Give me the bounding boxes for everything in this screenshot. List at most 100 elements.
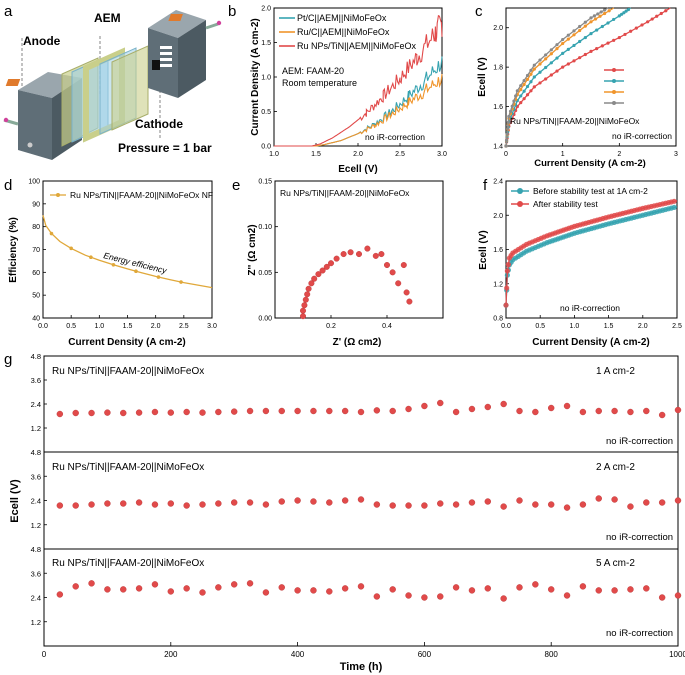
legend-f: Before stability test at 1A cm-2 After s…: [511, 186, 648, 209]
series-point-c-0: [646, 20, 650, 24]
scatter-point-g-2: [199, 589, 206, 596]
scatter-point-g-0: [151, 408, 159, 416]
x-tick-label-c: 3: [674, 151, 678, 158]
series-point-c-2: [589, 20, 593, 24]
label-g-2: Ru NPs/TiN||FAAM-20||NiMoFeOx: [52, 462, 204, 473]
scatter-point-g-2: [373, 593, 381, 600]
scatter-point-e: [372, 252, 379, 259]
legend-label-runps: Ru NPs/TiN||AEM||NiMoFeOx: [297, 41, 417, 51]
panel-letter-e: e: [232, 177, 240, 194]
y-tick-label-c: 2.0: [493, 25, 503, 32]
scatter-point-g-0: [595, 407, 602, 415]
scatter-point-e: [389, 269, 396, 276]
scatter-point-g-1: [167, 500, 175, 507]
xlabel-e: Z' (Ω cm2): [333, 337, 382, 348]
scatter-point-g-0: [56, 410, 64, 418]
series-point-c-0: [623, 32, 627, 37]
scatter-point-e: [311, 275, 318, 282]
scatter-point-g-2: [72, 583, 79, 590]
series-line-f-1: [505, 200, 678, 306]
scatter-point-e: [364, 245, 371, 252]
scatter-point-g-2: [294, 587, 301, 594]
series-line-b-1: [274, 73, 443, 147]
scatter-point-g-2: [484, 585, 491, 592]
x-tick-label-e: 0.2: [326, 323, 336, 330]
series-point-c-2: [525, 77, 530, 81]
series-point-c-3: [596, 12, 600, 16]
y-tick-label-e: 0.15: [258, 179, 272, 186]
scatter-point-g-0: [484, 403, 491, 411]
series-point-c-3: [515, 89, 519, 93]
y-tick-label-f: 2.4: [493, 179, 503, 186]
scatter-point-e: [304, 291, 311, 298]
scatter-point-g-2: [548, 586, 555, 593]
scatter-point-g-2: [421, 594, 428, 601]
scatter-point-g-2: [468, 587, 476, 594]
series-point-c-0: [561, 65, 565, 69]
scatter-point-g-0: [341, 407, 349, 415]
series-point-c-3: [505, 132, 509, 136]
scatter-point-e: [308, 280, 315, 287]
x-tick-label-b: 2.0: [353, 151, 363, 158]
scatter-point-g-1: [151, 501, 159, 508]
y-tick-label-g-2: 1.2: [31, 618, 41, 627]
scatter-point-g-0: [563, 402, 571, 410]
series-point-c-1: [572, 43, 576, 48]
y-tick-label-g-1: 3.6: [31, 472, 41, 481]
correction-f: no iR-correction: [560, 303, 620, 313]
axis-ticks-b: 1.0 1.5 2.0 2.5 3.0 0.0 0.5 1.0 1.5 2.0: [261, 6, 447, 159]
series-point-c-0: [600, 44, 604, 48]
series-line-b-2: [274, 14, 443, 147]
scatter-point-g-0: [230, 408, 238, 415]
scatter-point-g-2: [88, 580, 95, 587]
y-tick-label-c: 1.6: [493, 104, 503, 111]
scatter-point-g-2: [278, 584, 285, 591]
panel-letter-d: d: [4, 177, 12, 194]
scatter-point-g-2: [437, 593, 444, 600]
series-point-c-0: [659, 11, 663, 16]
y-tick-label-f: 1.2: [493, 281, 503, 288]
scatter-point-e: [403, 289, 410, 296]
scatter-point-g-2: [405, 592, 412, 599]
panel-letter-f: f: [483, 177, 488, 194]
x-tick-label-c: 1: [561, 151, 565, 158]
scatter-point-g-1: [373, 501, 381, 508]
scatter-point-e: [384, 262, 391, 269]
y-tick-label-g-2: 4.8: [31, 545, 41, 554]
series-point-c-0: [519, 101, 523, 105]
scatter-point-g-1: [246, 499, 254, 506]
y-tick-label-c: 1.4: [493, 144, 503, 151]
series-point-c-0: [525, 93, 530, 97]
x-tick-label-g: 1000: [669, 650, 685, 659]
series-point-c-3: [549, 48, 553, 52]
scatter-point-g-2: [500, 595, 507, 602]
scatter-point-g-2: [120, 586, 127, 593]
series-point-d: [179, 280, 183, 284]
scatter-point-g-0: [674, 406, 682, 414]
series-point-f-0: [671, 204, 677, 211]
y-tick-label-b: 2.0: [261, 6, 271, 13]
legend-marker-c-orange: [612, 90, 616, 94]
scatter-point-g-2: [643, 585, 650, 592]
y-tick-label-g-1: 1.2: [31, 521, 41, 530]
plot-area-g: [56, 399, 682, 602]
scatter-point-g-2: [262, 589, 270, 596]
scatter-point-e: [340, 251, 347, 258]
label-e: Ru NPs/TiN||FAAM-20||NiMoFeOx: [280, 188, 410, 198]
scatter-point-e: [300, 313, 307, 320]
x-tick-label-d: 2.0: [151, 323, 161, 330]
x-tick-label-g: 600: [418, 650, 432, 659]
legend-label-f-before: Before stability test at 1A cm-2: [533, 186, 648, 196]
scatter-point-g-0: [104, 409, 111, 416]
scatter-point-e: [347, 249, 354, 256]
y-tick-label-e: 0.05: [258, 270, 272, 277]
scatter-point-e: [319, 267, 326, 274]
y-tick-label-g-0: 4.8: [31, 352, 41, 361]
series-point-c-0: [617, 35, 621, 40]
scatter-point-g-2: [516, 584, 523, 591]
series-point-c-3: [572, 29, 576, 33]
series-point-c-2: [529, 72, 533, 76]
scatter-point-g-1: [643, 499, 650, 506]
series-point-c-3: [506, 120, 510, 124]
plot-frame-d: [42, 180, 213, 319]
